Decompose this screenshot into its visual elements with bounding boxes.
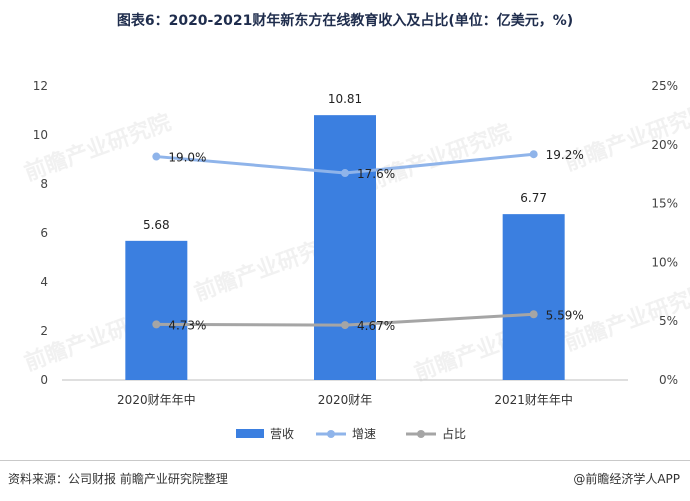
category-label: 2020财年 bbox=[318, 393, 373, 407]
legend-label: 营收 bbox=[270, 427, 294, 441]
left-axis: 0 2 4 6 8 10 12 bbox=[33, 79, 48, 387]
left-tick-label: 2 bbox=[40, 324, 48, 338]
share-point bbox=[152, 320, 161, 329]
growth-value-label: 19.0% bbox=[168, 151, 206, 165]
legend-label: 占比 bbox=[442, 426, 466, 441]
chart-title: 图表6：2020-2021财年新东方在线教育收入及占比(单位：亿美元，%) bbox=[116, 13, 574, 29]
brand-credit: @前瞻经济学人APP bbox=[573, 472, 680, 486]
share-point bbox=[341, 321, 349, 330]
right-tick-label: 15% bbox=[651, 197, 678, 211]
legend-line-marker bbox=[327, 430, 335, 438]
source-note: 资料来源：公司财报 前瞻产业研究院整理 bbox=[8, 472, 228, 486]
category-label: 2021财年年中 bbox=[494, 392, 573, 407]
category-labels: 2020财年年中 2020财年 2021财年年中 bbox=[117, 392, 573, 407]
bar-value-label: 6.77 bbox=[520, 191, 547, 205]
growth-point bbox=[152, 152, 161, 161]
right-tick-label: 0% bbox=[659, 373, 678, 387]
right-tick-label: 10% bbox=[651, 255, 678, 269]
right-tick-label: 20% bbox=[651, 138, 678, 152]
right-axis: 0% 5% 10% 15% 20% 25% bbox=[651, 79, 678, 387]
bars: 5.68 10.81 6.77 bbox=[125, 92, 565, 380]
left-tick-label: 12 bbox=[33, 79, 48, 93]
growth-value-label: 17.6% bbox=[357, 167, 395, 181]
category-label: 2020财年年中 bbox=[117, 392, 196, 407]
growth-point bbox=[529, 150, 538, 159]
share-value-label: 4.67% bbox=[357, 319, 395, 333]
bar bbox=[502, 214, 565, 380]
legend-bar-swatch bbox=[236, 429, 264, 438]
right-tick-label: 5% bbox=[659, 314, 678, 328]
footer-divider bbox=[0, 460, 690, 461]
share-value-label: 4.73% bbox=[168, 318, 206, 332]
share-point bbox=[529, 310, 538, 319]
left-tick-label: 4 bbox=[40, 275, 48, 289]
left-tick-label: 0 bbox=[40, 373, 48, 387]
legend: 营收 增速 占比 bbox=[236, 426, 466, 441]
share-value-label: 5.59% bbox=[546, 308, 584, 322]
left-tick-label: 8 bbox=[40, 177, 48, 191]
lines: 19.0% 17.6% 19.2% 4.73% 4.67% 5.59% bbox=[152, 148, 584, 333]
bar bbox=[125, 240, 188, 380]
bar-value-label: 5.68 bbox=[143, 218, 170, 232]
growth-value-label: 19.2% bbox=[546, 148, 584, 162]
left-tick-label: 10 bbox=[33, 128, 48, 142]
legend-line-marker bbox=[417, 430, 425, 438]
chart: 0 2 4 6 8 10 12 0% 5% 10% 15% 20% 25% 5.68 10.81 6.77… bbox=[33, 79, 678, 441]
right-tick-label: 25% bbox=[651, 79, 678, 93]
left-tick-label: 6 bbox=[40, 226, 48, 240]
legend-label: 增速 bbox=[352, 427, 376, 441]
bar-value-label: 10.81 bbox=[328, 92, 362, 106]
growth-point bbox=[341, 169, 349, 178]
bar bbox=[314, 115, 376, 380]
